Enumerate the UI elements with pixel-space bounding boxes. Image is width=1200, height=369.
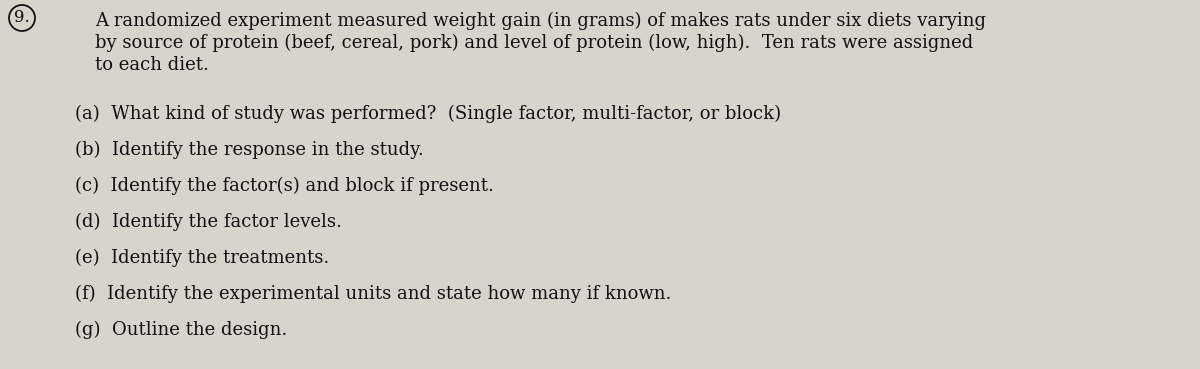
Text: (f)  Identify the experimental units and state how many if known.: (f) Identify the experimental units and …	[74, 285, 671, 303]
Text: (c)  Identify the factor(s) and block if present.: (c) Identify the factor(s) and block if …	[74, 177, 494, 195]
Text: 9.: 9.	[14, 10, 30, 27]
Text: (b)  Identify the response in the study.: (b) Identify the response in the study.	[74, 141, 424, 159]
Text: (d)  Identify the factor levels.: (d) Identify the factor levels.	[74, 213, 342, 231]
Text: by source of protein (beef, cereal, pork) and level of protein (low, high).  Ten: by source of protein (beef, cereal, pork…	[95, 34, 973, 52]
Text: to each diet.: to each diet.	[95, 56, 209, 74]
Text: A randomized experiment measured weight gain (in grams) of makes rats under six : A randomized experiment measured weight …	[95, 12, 986, 30]
Text: (g)  Outline the design.: (g) Outline the design.	[74, 321, 287, 339]
Text: (a)  What kind of study was performed?  (Single factor, multi-factor, or block): (a) What kind of study was performed? (S…	[74, 105, 781, 123]
Text: (e)  Identify the treatments.: (e) Identify the treatments.	[74, 249, 329, 267]
